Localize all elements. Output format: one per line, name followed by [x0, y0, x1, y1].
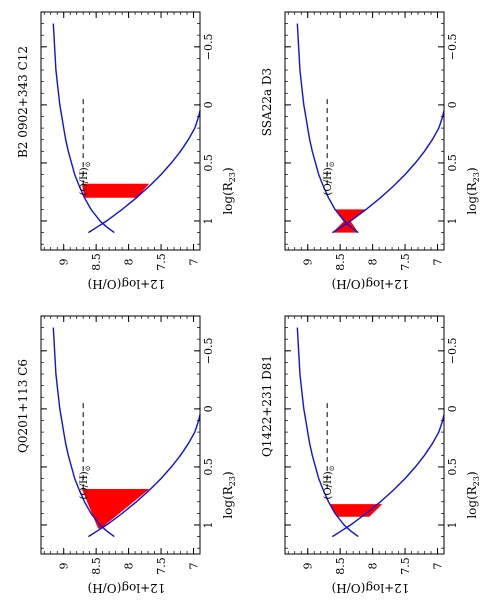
solution-region [81, 489, 150, 529]
solar-label: (O/H)⊙ [323, 465, 336, 499]
x-tick-label: 1 [202, 217, 215, 224]
y-tick-label: 8.5 [90, 253, 103, 271]
panel-title: SSA22a D3 [260, 68, 274, 136]
plot-frame [40, 315, 201, 555]
panel-title: Q0201+113 C6 [16, 359, 30, 453]
x-axis-label: log(R23) [465, 471, 481, 518]
x-tick-label: 0.5 [202, 458, 215, 476]
y-tick-label: 8.5 [334, 557, 347, 575]
y-tick-label: 8 [367, 259, 380, 266]
x-axis-label: log(R23) [221, 167, 237, 214]
lower-branch-curve [88, 110, 201, 234]
lower-branch-curve [88, 414, 201, 538]
y-tick-label: 7.5 [399, 557, 412, 575]
plot-frame [40, 11, 201, 251]
lower-branch-curve [332, 110, 445, 234]
x-tick-label: 1 [202, 521, 215, 528]
solution-region [81, 183, 150, 198]
y-axis-label: 12+log(O/H) [332, 581, 410, 595]
upper-branch-curve [296, 23, 359, 234]
x-axis-label: log(R23) [465, 167, 481, 214]
solar-label: (O/H)⊙ [79, 161, 92, 195]
upper-branch-curve [52, 23, 115, 234]
y-tick-label: 9 [302, 563, 315, 570]
solar-label: (O/H)⊙ [79, 465, 92, 499]
y-tick-label: 8 [123, 563, 136, 570]
panel-2: (O/H)⊙ −0.5 0 0.5 1 7 7.5 8 8.5 9 log(R23) 12+log(O… [16, 11, 237, 291]
x-tick-label: 0.5 [202, 154, 215, 172]
x-tick-label: 1 [446, 217, 459, 224]
upper-branch-curve [296, 327, 359, 538]
plot-frame [284, 11, 445, 251]
y-tick-label: 9 [58, 563, 71, 570]
y-tick-label: 8 [123, 259, 136, 266]
x-tick-label: 1 [446, 521, 459, 528]
y-axis-label: 12+log(O/H) [88, 277, 166, 291]
upper-branch-curve [52, 327, 115, 538]
y-axis-label: 12+log(O/H) [88, 581, 166, 595]
y-tick-label: 7 [432, 563, 445, 570]
panel-title: B2 0902+343 C12 [16, 46, 30, 158]
plot-frame [284, 315, 445, 555]
y-tick-label: 7 [188, 259, 201, 266]
panel-3: (O/H)⊙ −0.5 0 0.5 1 7 7.5 8 8.5 9 log(R23) 12+log(O… [260, 315, 481, 595]
x-tick-label: 0.5 [446, 154, 459, 172]
panel-title: Q1422+231 D81 [260, 355, 274, 457]
y-tick-label: 7.5 [155, 557, 168, 575]
y-tick-label: 8 [367, 563, 380, 570]
x-tick-label: −0.5 [446, 337, 459, 364]
y-tick-label: 9 [58, 259, 71, 266]
x-tick-label: 0 [202, 101, 215, 108]
x-tick-label: −0.5 [202, 337, 215, 364]
y-tick-label: 8.5 [90, 557, 103, 575]
solution-region [329, 504, 383, 517]
y-tick-label: 7 [188, 563, 201, 570]
x-tick-label: 0 [446, 101, 459, 108]
y-tick-label: 7.5 [155, 253, 168, 271]
y-tick-label: 7 [432, 259, 445, 266]
x-tick-label: −0.5 [202, 33, 215, 60]
lower-branch-curve [332, 414, 445, 538]
x-tick-label: 0.5 [446, 458, 459, 476]
panel-1: (O/H)⊙ −0.5 0 0.5 1 7 7.5 8 8.5 9 log(R23) 12+log(O… [16, 315, 237, 595]
x-tick-label: 0 [202, 405, 215, 412]
x-tick-label: −0.5 [446, 33, 459, 60]
solar-label: (O/H)⊙ [323, 161, 336, 195]
y-tick-label: 8.5 [334, 253, 347, 271]
y-axis-label: 12+log(O/H) [332, 277, 410, 291]
y-tick-label: 7.5 [399, 253, 412, 271]
x-tick-label: 0 [446, 405, 459, 412]
panel-4: (O/H)⊙ −0.5 0 0.5 1 7 7.5 8 8.5 9 log(R23) 12+log(O… [260, 11, 481, 291]
x-axis-label: log(R23) [221, 471, 237, 518]
y-tick-label: 9 [302, 259, 315, 266]
